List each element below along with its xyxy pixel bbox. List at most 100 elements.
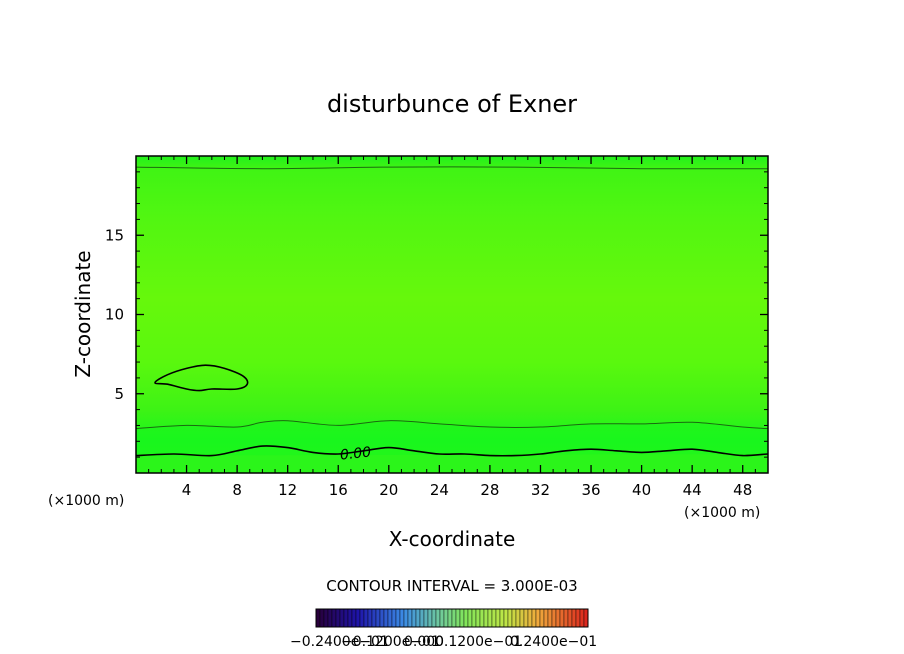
x-tick-label: 16: [329, 481, 348, 499]
x-tick-label: 24: [430, 481, 449, 499]
y-tick-label: 5: [114, 385, 124, 403]
colorbar-swatch: [579, 608, 585, 628]
colorbar-swatch: [407, 608, 413, 628]
colorbar-swatch: [339, 608, 345, 628]
colorbar-label-min: −0.2400e−01: [290, 634, 389, 650]
colorbar-swatch: [387, 608, 393, 628]
colorbar-swatch: [563, 608, 569, 628]
x-tick-label: 48: [733, 481, 752, 499]
chart-title: disturbunce of Exner: [327, 90, 577, 118]
contour-lines: [135, 166, 769, 473]
colorbar-swatch: [315, 608, 321, 628]
colorbar-swatch: [383, 608, 389, 628]
x-tick-label: 28: [480, 481, 499, 499]
colorbar-label-pos: 0.1200e−01: [435, 634, 522, 650]
upper-contour-line: [135, 420, 769, 430]
x-tick-label: 36: [581, 481, 600, 499]
y-axis-label: Z-coordinate: [71, 250, 95, 377]
colorbar-swatch: [455, 608, 461, 628]
colorbar-swatch: [547, 608, 553, 628]
x-tick-label: 20: [379, 481, 398, 499]
colorbar-swatch: [571, 608, 577, 628]
colorbar-swatch: [423, 608, 429, 628]
colorbar-swatch: [371, 608, 377, 628]
colorbar-swatch: [491, 608, 497, 628]
colorbar-swatch: [555, 608, 561, 628]
colorbar-swatch: [439, 608, 445, 628]
colorbar-swatch: [523, 608, 529, 628]
plot-field: [136, 156, 768, 473]
colorbar-swatch: [327, 608, 333, 628]
colorbar-swatch: [507, 608, 513, 628]
colorbar-swatch: [447, 608, 453, 628]
colorbar-swatch: [467, 608, 473, 628]
x-unit-label: (×1000 m): [684, 505, 760, 521]
colorbar-swatch: [567, 608, 573, 628]
colorbar-swatch: [415, 608, 421, 628]
y-tick-label: 10: [105, 306, 124, 324]
x-axis-label: X-coordinate: [389, 527, 516, 551]
colorbar-swatch: [359, 608, 365, 628]
colorbar-swatch: [379, 608, 385, 628]
colorbar-swatch: [559, 608, 565, 628]
colorbar-swatch: [435, 608, 441, 628]
colorbar-swatch: [431, 608, 437, 628]
x-tick-label: 4: [182, 481, 192, 499]
colorbar-swatch: [483, 608, 489, 628]
zero-contour-line: [135, 445, 769, 457]
x-tick-label: 8: [232, 481, 242, 499]
colorbar-swatch: [411, 608, 417, 628]
closed-contour-line: [154, 364, 249, 392]
colorbar-swatch: [463, 608, 469, 628]
y-unit-label: (×1000 m): [48, 493, 124, 509]
plot-frame: [135, 155, 769, 474]
mid-band: [136, 420, 768, 456]
colorbar-swatch: [363, 608, 369, 628]
colorbar-swatch: [515, 608, 521, 628]
colorbar-swatch: [355, 608, 361, 628]
colorbar-swatch: [443, 608, 449, 628]
colorbar-swatch: [527, 608, 533, 628]
colorbar-swatch: [399, 608, 405, 628]
x-tick-label: 12: [278, 481, 297, 499]
colorbar-swatch: [391, 608, 397, 628]
top-contour-line: [135, 166, 769, 170]
colorbar-swatch: [323, 608, 329, 628]
colorbar-swatch: [519, 608, 525, 628]
colorbar-swatch: [471, 608, 477, 628]
colorbar-swatch: [543, 608, 549, 628]
x-tick-label: 44: [683, 481, 702, 499]
colorbar-swatch: [475, 608, 481, 628]
colorbar-label-max: 0.2400e−01: [510, 634, 597, 650]
colorbar-swatch: [459, 608, 465, 628]
colorbar-frame: [315, 608, 589, 628]
colorbar-swatch: [479, 608, 485, 628]
colorbar-swatch: [335, 608, 341, 628]
colorbar-swatch: [531, 608, 537, 628]
colorbar-swatch: [495, 608, 501, 628]
colorbar-label-zero: 0.000: [404, 634, 444, 650]
colorbar-swatch: [419, 608, 425, 628]
y-tick-label: 15: [105, 226, 124, 244]
colorbar-swatch: [487, 608, 493, 628]
colorbar-swatch: [451, 608, 457, 628]
colorbar-swatch: [395, 608, 401, 628]
x-tick-label: 40: [632, 481, 651, 499]
colorbar-label-neg: −0.1200e−01: [341, 634, 440, 650]
colorbar-swatch: [319, 608, 325, 628]
colorbar-swatch: [347, 608, 353, 628]
colorbar-swatch: [403, 608, 409, 628]
colorbar-swatch: [367, 608, 373, 628]
colorbar-swatch: [503, 608, 509, 628]
colorbar: [315, 608, 589, 628]
colorbar-swatch: [535, 608, 541, 628]
colorbar-swatch: [343, 608, 349, 628]
colorbar-swatch: [539, 608, 545, 628]
colorbar-swatch: [499, 608, 505, 628]
contour-interval-text: CONTOUR INTERVAL = 3.000E-03: [326, 577, 577, 595]
colorbar-swatch: [575, 608, 581, 628]
colorbar-swatch: [511, 608, 517, 628]
